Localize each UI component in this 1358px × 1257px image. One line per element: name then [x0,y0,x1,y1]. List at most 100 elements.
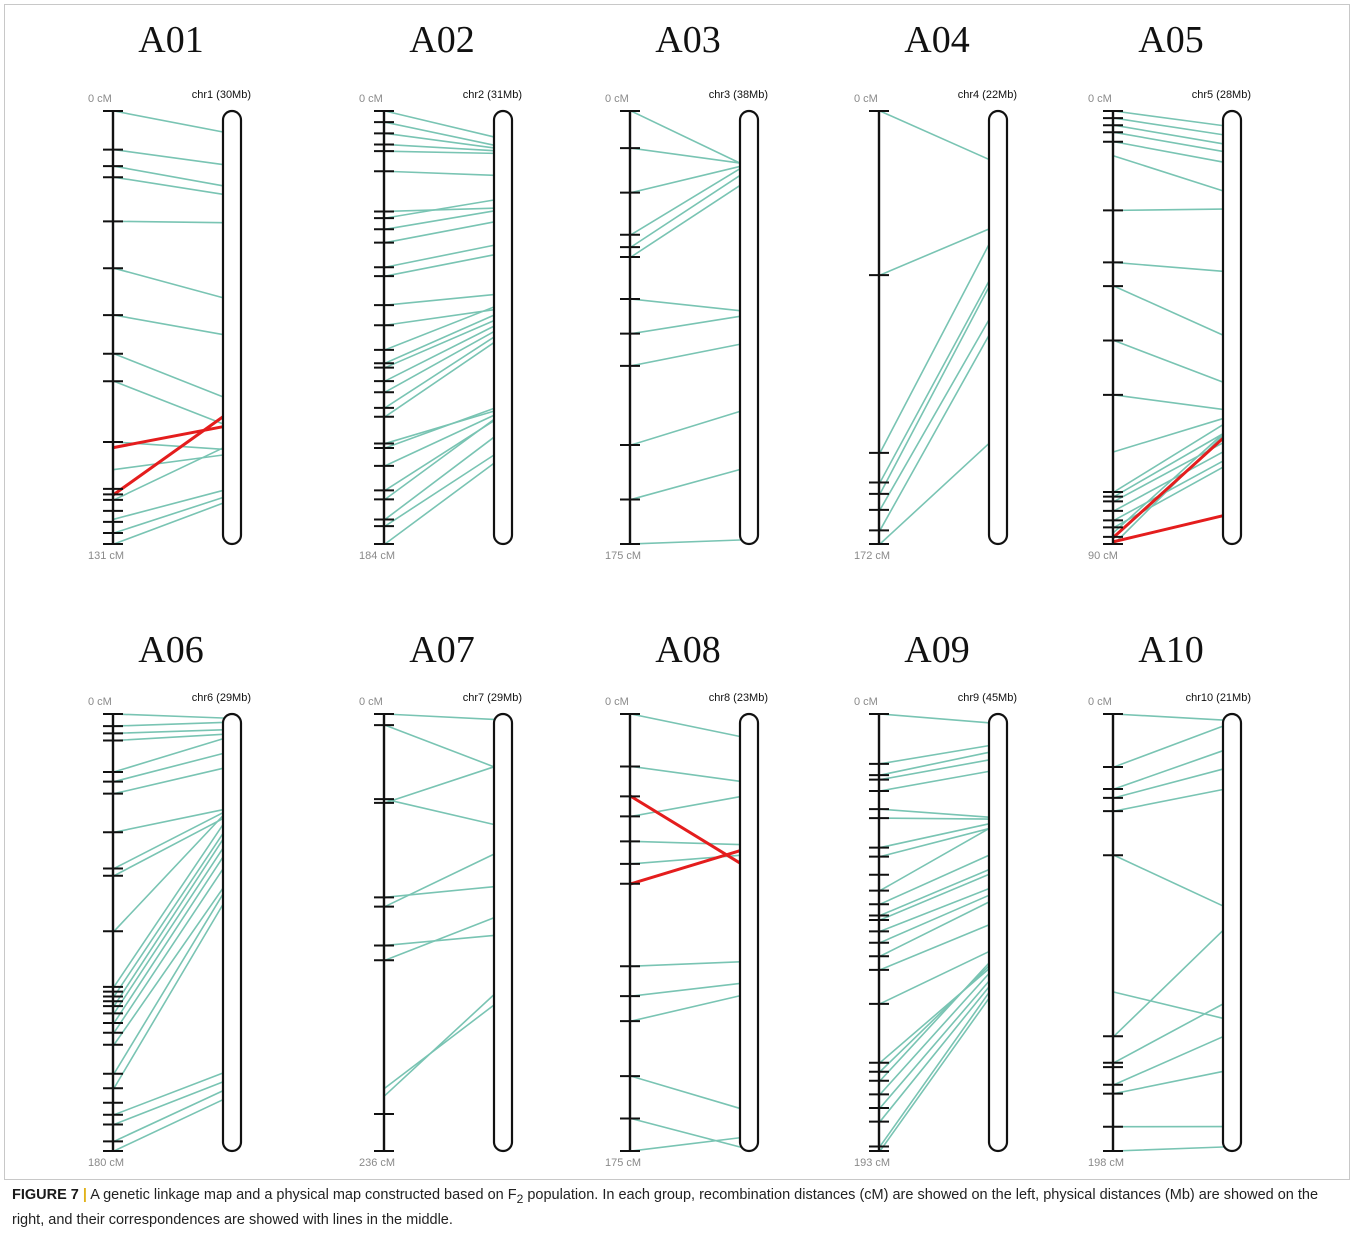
marker-link [879,854,990,905]
inverted-link [1112,514,1225,544]
marker-link [879,962,990,1082]
marker-link [630,994,741,1022]
marker-link [113,1089,224,1143]
chromosome-bar [1221,109,1243,546]
figure-label: FIGURE 7 [12,1187,79,1203]
marker-link [1113,131,1224,153]
marker-link [879,280,990,484]
marker-link [879,986,990,1123]
marker-link [1113,432,1224,533]
group-title: A08 [655,629,720,671]
marker-link [1113,432,1224,498]
inverted-link [629,794,742,865]
marker-link [384,766,495,804]
group-title: A09 [904,629,969,671]
marker-link [113,767,224,795]
marker-link [879,894,990,944]
chromosome-label: chr6 (29Mb) [192,692,251,704]
marker-link [1113,1003,1224,1064]
marker-link [879,980,990,1109]
marker-link [113,893,224,1075]
marker-link [630,174,741,248]
cm-bottom-label: 172 cM [854,550,890,562]
marker-link [384,436,495,521]
linkage-group-a10: A10 0 cM 198 cM chr10 (21Mb) [1088,629,1251,1169]
cm-top-label: 0 cM [605,93,629,105]
cm-bottom-label: 180 cM [88,1157,124,1169]
inverted-link [1112,436,1225,539]
cm-top-label: 0 cM [88,696,112,708]
marker-link [113,489,224,520]
marker-link [1113,1070,1224,1095]
marker-link [384,319,495,369]
cm-top-label: 0 cM [359,696,383,708]
marker-link [113,752,224,783]
marker-link [113,496,224,534]
marker-link [1113,285,1224,336]
marker-link [1113,749,1224,790]
marker-link [113,856,224,1024]
cm-top-label: 0 cM [359,93,383,105]
caption-text-part2: population. In each group, recombination… [12,1187,1319,1228]
marker-link [879,334,990,532]
marker-link [113,314,224,336]
linkage-group-a03: A03 0 cM 175 cM chr3 (38Mb) [605,19,768,562]
marker-link [630,982,741,997]
marker-link [879,901,990,958]
caption-subscript: 2 [516,1191,524,1206]
marker-link [113,176,224,196]
marker-link [1113,466,1224,529]
marker-link [384,293,495,306]
marker-link [630,468,741,501]
marker-link [384,150,495,155]
marker-link [113,713,224,719]
marker-link [113,352,224,398]
marker-link [113,380,224,425]
linkage-group-a01: A01 0 cM 131 cM chr1 (30Mb) [88,19,251,562]
cm-bottom-label: 131 cM [88,550,124,562]
linkage-group-a09: A09 0 cM 193 cM chr9 (45Mb) [854,629,1017,1169]
marker-link [113,832,224,998]
marker-link [1113,854,1224,907]
marker-link [384,306,495,351]
linkage-group-a05: A05 0 cM 90 cM chr5 (28Mb) [1088,19,1251,562]
marker-link [879,827,990,892]
marker-link [113,447,224,501]
marker-link [879,991,990,1148]
marker-link [879,110,990,161]
marker-link [879,228,990,276]
marker-link [879,827,990,858]
marker-link [1113,417,1224,453]
marker-link [1113,110,1224,127]
marker-link [384,724,495,768]
marker-link [1113,423,1224,493]
marker-link [384,885,495,899]
marker-link [384,341,495,418]
marker-link [384,170,495,177]
marker-link [630,147,741,164]
caption-divider: | [82,1187,87,1203]
chromosome-bar [221,109,243,546]
marker-link [1113,155,1224,192]
marker-link [113,838,224,1007]
marker-link [113,729,224,735]
marker-link [113,823,224,988]
marker-link [879,997,990,1152]
marker-link [879,713,990,724]
cm-top-label: 0 cM [1088,696,1112,708]
marker-link [630,110,741,164]
marker-link [1113,140,1224,163]
marker-link [384,314,495,365]
marker-link [384,1004,495,1089]
chromosome-label: chr2 (31Mb) [463,89,522,101]
cm-bottom-label: 198 cM [1088,1157,1124,1169]
marker-link [113,502,224,545]
chromosome-label: chr8 (23Mb) [709,692,768,704]
marker-link [630,840,741,846]
chromosome-label: chr5 (28Mb) [1192,89,1251,101]
marker-link [384,798,495,826]
marker-link [879,751,990,776]
cm-top-label: 0 cM [88,93,112,105]
marker-link [113,220,224,224]
marker-link [384,853,495,908]
